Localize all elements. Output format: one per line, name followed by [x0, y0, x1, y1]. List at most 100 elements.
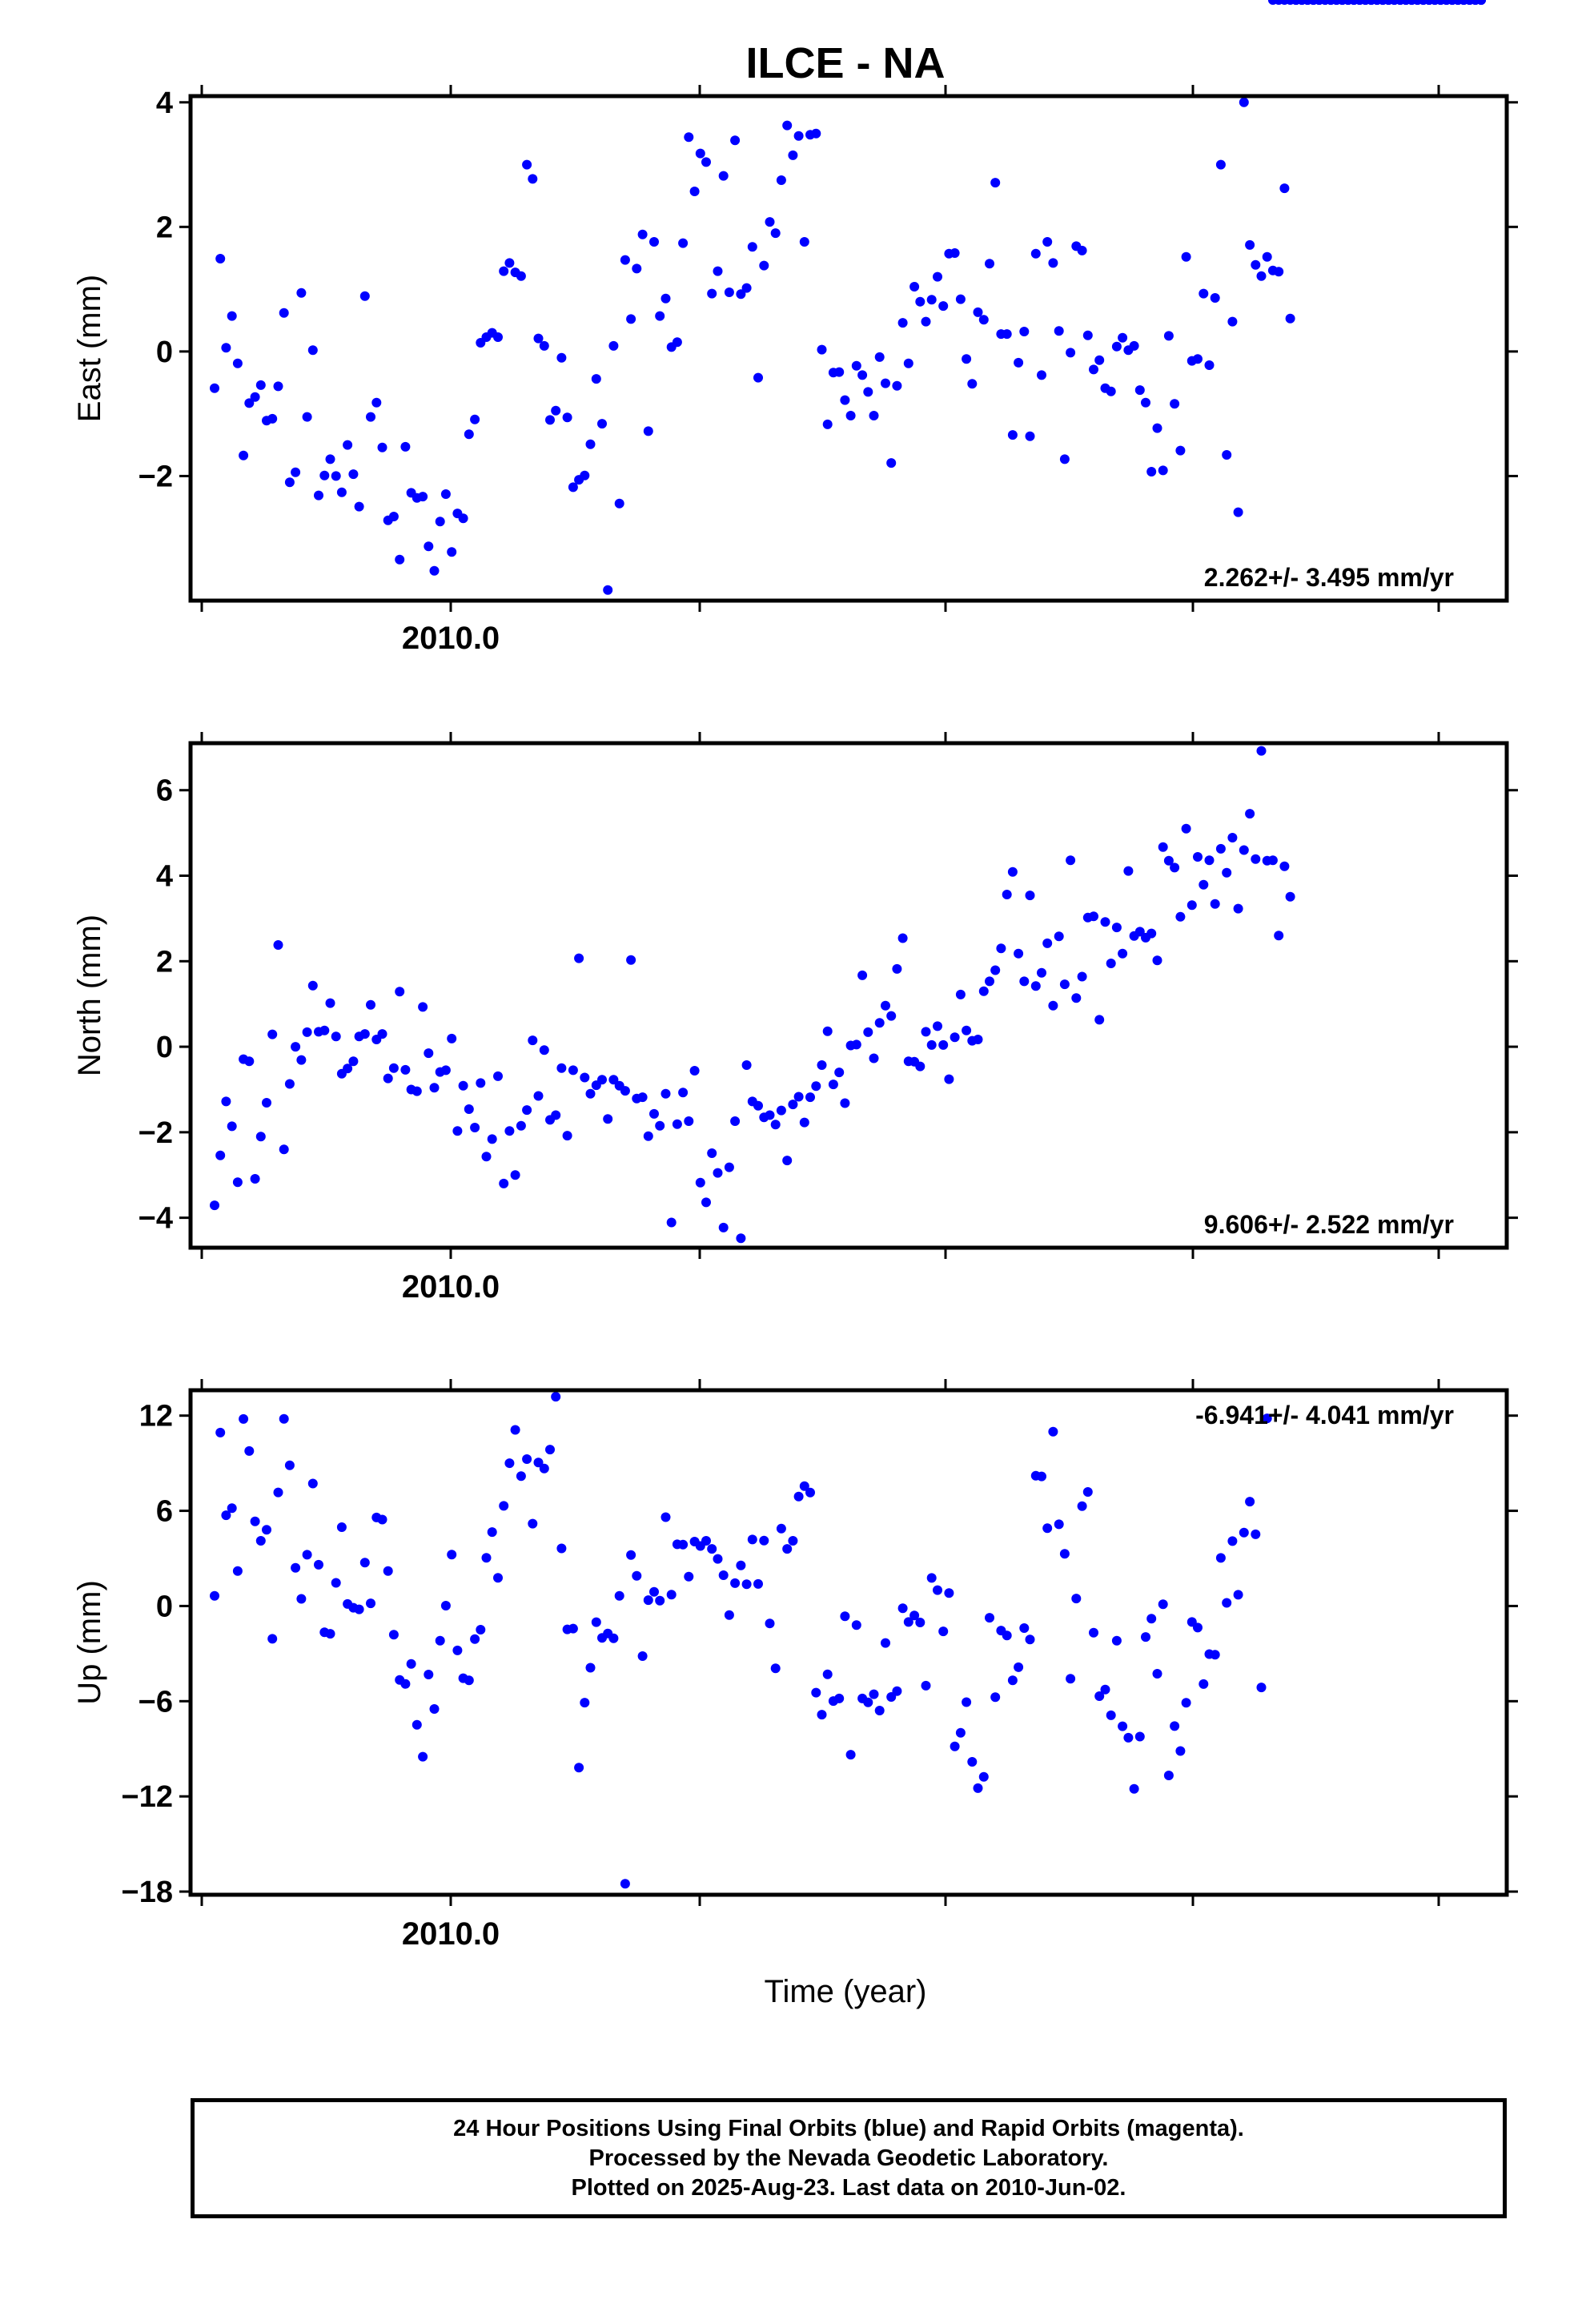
north-data-point — [516, 1120, 526, 1131]
up-y-tick-label: −6 — [139, 1685, 173, 1719]
north-data-point — [429, 1083, 440, 1093]
north-data-point — [440, 1065, 451, 1076]
north-data-point — [978, 986, 989, 996]
up-data-point — [874, 1706, 885, 1715]
north-y-axis-label: North (mm) — [72, 915, 107, 1076]
north-data-point — [881, 1000, 890, 1011]
north-data-point — [1146, 928, 1157, 939]
north-data-point — [1054, 931, 1064, 942]
east-data-point — [1256, 271, 1267, 281]
up-data-point — [759, 1535, 769, 1546]
east-data-point — [1066, 348, 1076, 358]
east-data-point — [776, 175, 786, 185]
up-data-point — [476, 1625, 486, 1634]
up-data-point — [314, 1559, 323, 1570]
up-data-point — [1054, 1519, 1064, 1530]
north-data-point — [1163, 855, 1174, 866]
north-data-point — [1239, 845, 1249, 855]
up-data-point — [1007, 1675, 1018, 1686]
up-data-point — [539, 1463, 549, 1474]
up-data-point — [724, 1610, 734, 1620]
east-data-point — [279, 308, 289, 318]
east-data-point — [545, 415, 555, 425]
up-data-point — [412, 1719, 422, 1730]
east-data-point — [440, 489, 451, 499]
north-x-tick-label: 2010.0 — [402, 1269, 500, 1305]
east-data-point — [296, 287, 307, 298]
up-y-axis-label: Up (mm) — [72, 1580, 107, 1705]
east-data-point — [1227, 316, 1238, 327]
north-data-point — [1030, 981, 1041, 991]
up-data-point — [614, 1590, 624, 1601]
up-x-tick-label: 2010.0 — [402, 1916, 500, 1952]
east-data-point — [701, 157, 711, 167]
north-data-point — [232, 1177, 243, 1188]
up-data-point — [620, 1879, 630, 1889]
north-data-point — [822, 1026, 833, 1036]
north-data-point — [568, 1065, 578, 1076]
up-data-point — [232, 1566, 243, 1576]
up-data-point — [464, 1675, 474, 1686]
east-data-point — [614, 498, 624, 509]
east-data-point — [1175, 445, 1186, 456]
north-data-point — [215, 1150, 226, 1160]
up-data-point — [1152, 1669, 1162, 1679]
up-data-point — [955, 1727, 966, 1738]
east-data-point — [857, 370, 868, 380]
north-data-point — [661, 1088, 671, 1099]
north-data-point — [1204, 855, 1215, 866]
up-data-point — [1210, 1650, 1220, 1660]
up-data-point — [510, 1425, 520, 1435]
east-data-point — [597, 419, 607, 429]
east-data-point — [551, 405, 561, 416]
north-data-point — [892, 963, 902, 974]
up-data-point — [753, 1578, 763, 1589]
north-data-point — [718, 1222, 729, 1232]
up-data-point — [1019, 1623, 1030, 1633]
up-data-point — [359, 1558, 370, 1568]
chart-title: ILCE - NA — [746, 39, 946, 87]
north-data-point — [597, 1075, 607, 1085]
east-data-point — [684, 132, 694, 143]
east-data-point — [1215, 159, 1226, 170]
up-data-point — [881, 1638, 890, 1648]
caption-line-2: Processed by the Nevada Geodetic Laborat… — [588, 2145, 1109, 2171]
north-data-point — [1279, 861, 1290, 871]
east-data-point — [903, 358, 913, 368]
north-data-point — [707, 1148, 717, 1158]
up-data-point — [574, 1763, 584, 1773]
north-data-point — [359, 1029, 370, 1039]
north-data-point — [603, 1114, 613, 1124]
north-data-point — [886, 1011, 897, 1021]
east-data-point — [418, 492, 428, 502]
east-data-point — [210, 383, 219, 393]
east-data-point — [1089, 364, 1098, 375]
up-data-point — [817, 1710, 827, 1720]
north-data-point — [296, 1055, 307, 1065]
north-data-point — [470, 1123, 480, 1132]
east-data-point — [585, 439, 596, 449]
north-data-point — [493, 1071, 503, 1081]
east-data-point — [1037, 370, 1046, 380]
east-data-point — [1233, 507, 1243, 517]
up-data-point — [793, 1491, 804, 1502]
north-data-point — [562, 1131, 572, 1141]
east-data-point — [1274, 267, 1284, 277]
north-data-point — [938, 1039, 949, 1050]
east-data-point — [1002, 329, 1012, 340]
east-data-point — [793, 131, 804, 141]
north-data-point — [418, 1002, 428, 1012]
east-data-point — [388, 512, 399, 521]
up-data-point — [811, 1687, 821, 1698]
east-data-point — [331, 471, 341, 481]
up-data-point — [747, 1534, 757, 1545]
east-data-point — [539, 340, 549, 351]
east-data-point — [1199, 288, 1209, 299]
east-data-point — [1077, 245, 1087, 255]
up-data-point — [447, 1550, 457, 1560]
north-data-point — [262, 1098, 271, 1108]
north-data-point — [736, 1233, 746, 1244]
east-data-point — [499, 266, 509, 276]
caption-line-3: Plotted on 2025-Aug-23. Last data on 201… — [571, 2174, 1126, 2201]
up-data-point — [366, 1598, 375, 1609]
